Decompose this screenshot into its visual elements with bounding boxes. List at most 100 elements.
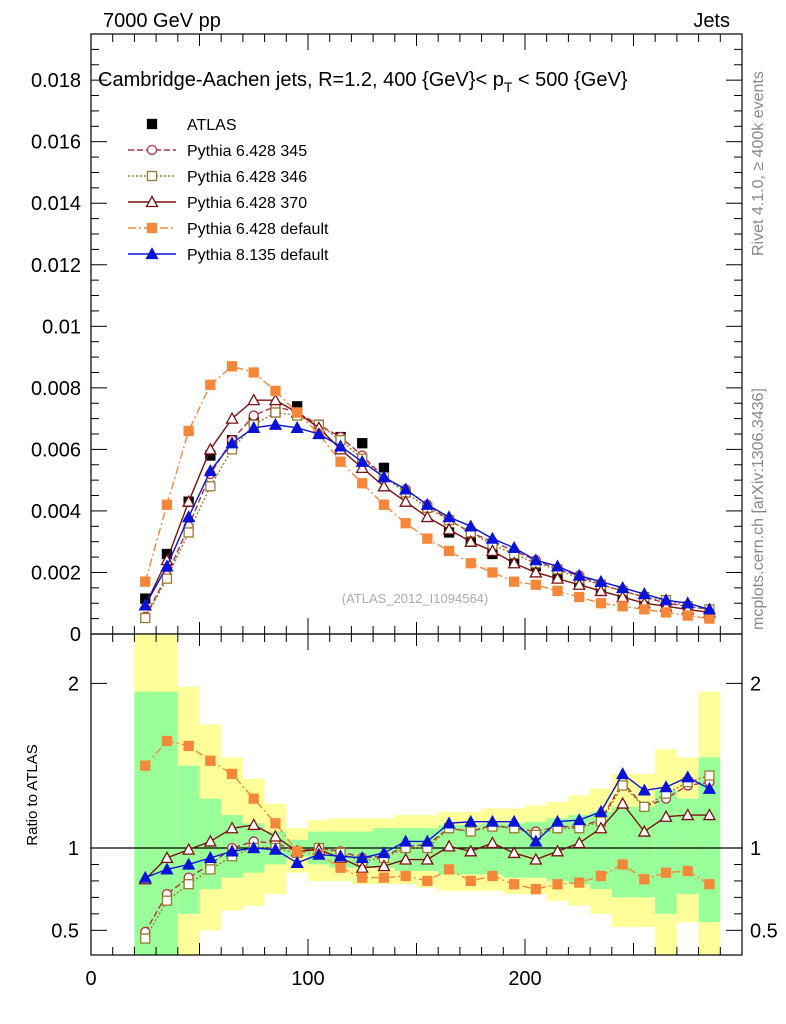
ratio-point-s1-22 <box>617 780 628 791</box>
header-left: 7000 GeV pp <box>103 10 221 32</box>
point-s4-0 <box>140 576 151 587</box>
point-s5-5 <box>247 420 261 433</box>
ratio-point-s4-17 <box>507 814 521 827</box>
point-s4-24 <box>660 607 672 618</box>
point-s2-0 <box>140 612 151 624</box>
point-s4-13 <box>422 533 433 544</box>
point-s4-11 <box>378 499 390 510</box>
point-s4-7 <box>291 407 303 418</box>
band-green-10 <box>351 831 374 868</box>
point-s5-12 <box>399 482 413 495</box>
ratio-xtick-label-1: 100 <box>291 968 324 990</box>
ratio-point-s3-19 <box>552 879 563 890</box>
legend-marker-4 <box>146 222 158 234</box>
band-green-0 <box>134 691 157 955</box>
point-s4-26 <box>704 613 715 624</box>
ratio-point-s3-6 <box>270 818 281 829</box>
ratio-point-s4-13 <box>420 834 434 847</box>
ratio-point-s3-10 <box>357 872 368 883</box>
legend-label-4: Pythia 6.428 default <box>187 221 329 238</box>
point-s4-10 <box>357 478 368 489</box>
watermark: (ATLAS_2012_I1094564) <box>342 591 488 606</box>
point-s4-16 <box>487 567 498 578</box>
main-ytick-label-8: 0.016 <box>31 132 81 154</box>
point-s4-14 <box>443 545 455 557</box>
ratio-point-s2-3 <box>203 834 217 847</box>
ratio-point-s3-12 <box>400 870 411 882</box>
series-line-4 <box>144 365 710 620</box>
point-s3-18 <box>529 565 543 578</box>
band-green-20 <box>568 815 591 885</box>
point-s3-5 <box>247 393 261 406</box>
ratio-point-s3-5 <box>248 793 259 804</box>
point-s5-17 <box>507 540 521 553</box>
ratio-ytick-label-left-2: 2 <box>68 673 79 695</box>
ratio-point-s1-2 <box>183 879 194 890</box>
band-green-16 <box>481 823 504 875</box>
ratio-point-s2-5 <box>247 818 261 831</box>
legend: ATLAS Pythia 6.428 345 Pythia 6.428 346 Pyt… <box>128 117 329 264</box>
ratio-point-s3-9 <box>335 862 346 873</box>
point-s3-16 <box>485 544 500 557</box>
point-s4-6 <box>270 385 281 397</box>
ratio-point-s2-14 <box>442 839 456 852</box>
ratio-point-s2-21 <box>594 821 608 834</box>
point-s5-0 <box>138 598 152 611</box>
point-s4-12 <box>400 518 411 529</box>
point-s3-10 <box>355 460 369 473</box>
ratio-ytick-label-left-1: 1 <box>68 838 79 860</box>
point-s3-12 <box>399 494 413 507</box>
ratio-point-s3-24 <box>660 867 672 878</box>
point-s5-4 <box>225 436 239 449</box>
ratio-point-s4-11 <box>377 846 391 859</box>
ratio-point-s3-17 <box>508 879 520 890</box>
ratio-point-s4-26 <box>702 781 717 794</box>
point-s3-15 <box>464 534 478 547</box>
point-s3-19 <box>550 571 565 584</box>
ratio-point-s1-15 <box>465 826 476 837</box>
point-s5-9 <box>333 439 348 452</box>
ratio-point-s3-1 <box>161 735 173 747</box>
main-ytick-label-4: 0.008 <box>31 378 81 400</box>
ratio-point-s4-14 <box>442 816 456 829</box>
band-green-22 <box>611 806 634 898</box>
ratio-point-s4-2 <box>182 857 196 870</box>
point-s5-19 <box>550 559 565 572</box>
ratio-ytick-label-left-0: 0.5 <box>51 920 79 942</box>
point-s1-5 <box>248 410 259 421</box>
ratio-point-s4-20 <box>572 813 586 826</box>
ratio-point-s3-7 <box>291 846 303 857</box>
band-green-24 <box>655 790 677 914</box>
ratio-point-s4-25 <box>681 770 695 783</box>
ratio-point-s1-26 <box>704 770 715 781</box>
ratio-point-s3-4 <box>226 768 238 780</box>
ratio-point-s2-22 <box>616 796 630 809</box>
ratio-point-s4-9 <box>333 849 348 862</box>
main-ytick-label-2: 0.004 <box>31 501 81 523</box>
point-s4-22 <box>617 601 628 612</box>
point-s5-23 <box>637 587 651 600</box>
point-s0-10 <box>357 438 368 449</box>
ratio-point-s4-22 <box>616 767 630 780</box>
point-s5-10 <box>355 454 369 467</box>
point-s5-15 <box>464 519 478 532</box>
point-s3-14 <box>442 522 456 535</box>
point-s4-2 <box>183 425 194 437</box>
side-label-rivet: Rivet 4.1.0, ≥ 400k events <box>750 71 767 256</box>
ratio-point-s4-23 <box>637 783 651 796</box>
ratio-y-axis-label: Ratio to ATLAS <box>24 744 41 845</box>
ratio-point-s3-26 <box>704 879 715 890</box>
ratio-point-s4-18 <box>529 834 543 847</box>
ratio-point-s2-13 <box>420 852 434 865</box>
ratio-point-s3-22 <box>617 859 628 870</box>
legend-label-3: Pythia 6.428 370 <box>187 195 307 212</box>
ratio-point-s3-11 <box>378 872 390 883</box>
main-ytick-label-6: 0.012 <box>31 255 81 277</box>
legend-marker-3 <box>145 195 159 208</box>
ratio-point-s1-1 <box>161 895 173 906</box>
point-s4-15 <box>465 558 476 569</box>
ratio-point-s2-4 <box>225 821 239 834</box>
point-s5-25 <box>681 596 695 609</box>
point-s5-6 <box>268 417 283 430</box>
ratio-point-s2-1 <box>160 851 174 864</box>
